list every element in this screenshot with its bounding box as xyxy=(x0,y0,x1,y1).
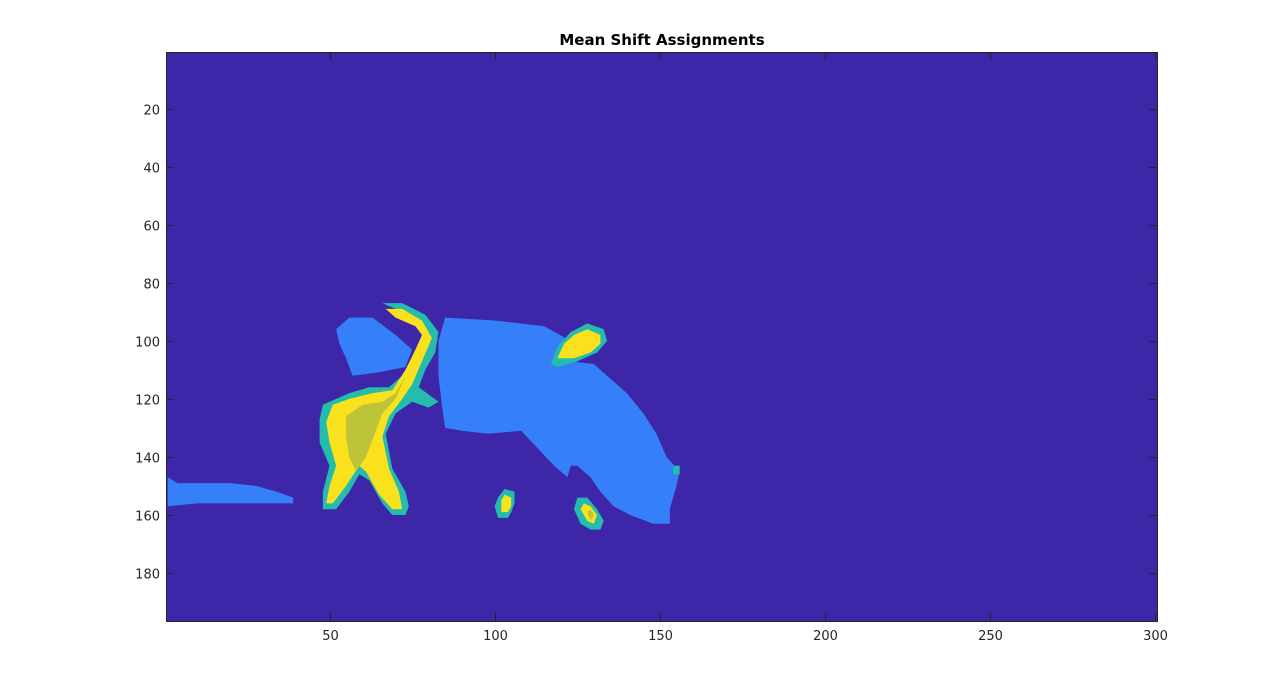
x-tick-label: 250 xyxy=(978,629,1003,644)
chart-title: Mean Shift Assignments xyxy=(559,31,764,49)
cluster-5-region-9 xyxy=(501,494,512,513)
y-tick-label: 20 xyxy=(143,104,160,119)
background-cluster xyxy=(166,52,1157,621)
cluster-2-region-0 xyxy=(438,317,680,524)
cluster-4-region-12 xyxy=(587,509,594,521)
cluster-2-region-1 xyxy=(336,317,413,376)
y-tick-label: 40 xyxy=(143,162,160,177)
cluster-regions xyxy=(167,303,680,530)
y-tick-label: 60 xyxy=(143,220,160,235)
y-tick-label: 140 xyxy=(135,452,160,467)
y-tick-label: 180 xyxy=(135,568,160,583)
axes-box xyxy=(166,52,1158,622)
y-tick-label: 160 xyxy=(135,510,160,525)
plot-area xyxy=(166,52,1157,621)
x-tick-label: 200 xyxy=(813,629,838,644)
cluster-5-region-7 xyxy=(557,329,601,359)
x-tick-label: 50 xyxy=(322,629,339,644)
tick-labels: 50 100 150 200 250 300 20 40 60 80 100 120 140 160 180 xyxy=(135,104,1168,645)
x-tick-label: 300 xyxy=(1143,629,1168,644)
y-tick-label: 120 xyxy=(135,394,160,409)
cluster-4-region-5 xyxy=(346,375,406,472)
cluster-3-region-13 xyxy=(673,465,680,475)
y-tick-label: 80 xyxy=(143,278,160,293)
x-tick-label: 150 xyxy=(648,629,673,644)
y-tick-label: 100 xyxy=(135,336,160,351)
x-tick-label: 100 xyxy=(483,629,508,644)
cluster-2-region-2 xyxy=(167,477,294,507)
axis-ticks xyxy=(166,52,1157,621)
